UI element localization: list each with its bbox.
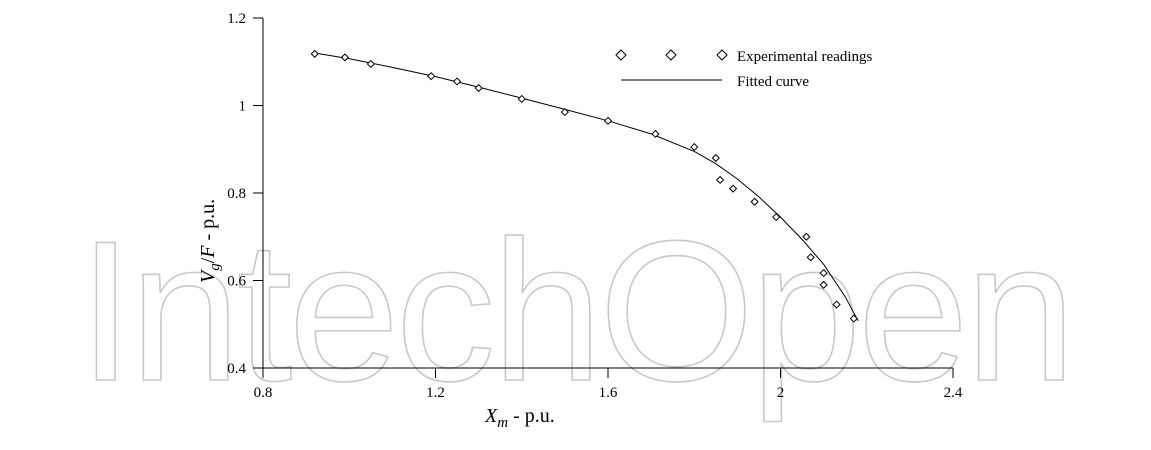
y-ticks: 0.4 0.6 0.8 1 1.2	[227, 11, 263, 377]
data-point	[806, 253, 815, 262]
legend: Experimental readings Fitted curve	[615, 49, 873, 90]
x-tick-label: 1.6	[599, 385, 618, 401]
data-point	[819, 280, 828, 289]
x-axis-title-main: X	[484, 405, 498, 427]
y-tick-label: 1	[239, 99, 247, 115]
data-point	[310, 49, 319, 58]
y-tick-label: 0.4	[227, 361, 246, 377]
x-axis-title: Xm - p.u.	[484, 405, 555, 431]
y-axis-title-main: V	[197, 268, 219, 283]
data-point	[802, 232, 811, 241]
data-point	[427, 72, 436, 81]
y-axis-title-suffix: - p.u.	[197, 199, 219, 246]
y-tick-label: 0.6	[227, 274, 246, 290]
data-point	[366, 59, 375, 69]
data-point	[690, 142, 699, 152]
x-tick-label: 2	[777, 385, 785, 401]
data-point	[772, 212, 781, 222]
experimental-markers	[310, 49, 858, 323]
data-point	[728, 184, 738, 193]
legend-marker-diamond	[665, 49, 677, 61]
legend-label-fitted: Fitted curve	[737, 74, 809, 90]
data-point	[452, 77, 462, 86]
data-point	[849, 314, 858, 323]
watermark: IntechOpen	[78, 200, 1072, 423]
data-point	[819, 268, 828, 278]
y-axis-title-mid: /	[197, 257, 219, 263]
x-axis-title-suffix: - p.u.	[508, 405, 555, 427]
plot-area: 0.8 1.2 1.6 2 2.4 0.4 0.6 0.8 1 1.2	[227, 11, 963, 401]
data-point	[716, 175, 725, 184]
y-tick-label: 1.2	[227, 11, 246, 27]
data-point	[711, 153, 720, 163]
legend-marker-diamond	[716, 49, 728, 61]
x-tick-label: 1.2	[426, 385, 445, 401]
legend-label-experimental: Experimental readings	[737, 49, 873, 65]
data-point	[750, 197, 759, 206]
data-point	[340, 53, 350, 62]
y-tick-label: 0.8	[227, 186, 246, 202]
data-point	[517, 94, 526, 104]
x-axis-title-sub: m	[497, 415, 508, 431]
y-axis-title: Vg/F - p.u.	[197, 199, 223, 283]
x-tick-label: 0.8	[254, 385, 273, 401]
data-point	[560, 107, 569, 117]
data-point	[474, 83, 483, 93]
y-axis-title-main2: F	[197, 245, 219, 259]
legend-markers	[615, 49, 728, 61]
data-point	[603, 116, 613, 125]
data-point	[651, 129, 660, 139]
data-point	[832, 300, 841, 309]
legend-marker-diamond	[615, 49, 627, 61]
y-axis-title-sub: g	[207, 263, 223, 271]
x-ticks: 0.8 1.2 1.6 2 2.4	[254, 368, 963, 401]
x-tick-label: 2.4	[944, 385, 963, 401]
